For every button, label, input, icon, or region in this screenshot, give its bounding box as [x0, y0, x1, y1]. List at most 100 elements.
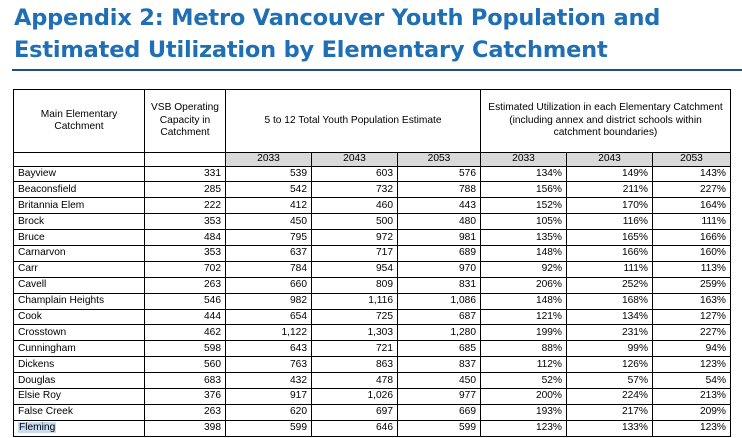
util-2043-cell: 99%	[566, 340, 653, 358]
util-2053-cell: 143%	[652, 165, 731, 183]
util-2033-cell: 123%	[480, 419, 567, 437]
pop-2033-cell: 1,122	[225, 324, 312, 342]
pop-2043-cell: 603	[311, 165, 398, 183]
util-2043-cell: 165%	[566, 229, 653, 246]
year-header-row: 2033 2043 2053 2033 2043 2053	[13, 152, 731, 167]
pop-2053-cell: 443	[397, 197, 481, 215]
table-header-row: Main Elementary Catchment VSB Operating …	[13, 89, 731, 153]
pop-2033-cell: 795	[225, 229, 312, 246]
util-2043-cell: 170%	[566, 197, 653, 215]
pop-2053-cell: 831	[397, 276, 481, 294]
util-2053-cell: 160%	[652, 244, 731, 262]
title-divider	[12, 69, 742, 71]
table-row: Carnarvon 353 637 717 689 148% 166% 160%	[13, 244, 731, 262]
utilization-table: Main Elementary Catchment VSB Operating …	[13, 89, 731, 437]
table-row: Elsie Roy 376 917 1,026 977 200% 224% 213%	[13, 387, 731, 405]
pop-2053-cell: 480	[397, 213, 481, 231]
pop-2033-cell: 763	[225, 356, 312, 374]
pop-2053-cell: 669	[397, 403, 481, 421]
table-row: Douglas 683 432 478 450 52% 57% 54%	[13, 372, 731, 389]
pop-2033-cell: 784	[225, 260, 312, 278]
util-2033-cell: 148%	[480, 244, 567, 262]
util-2053-cell: 227%	[652, 181, 731, 199]
pop-2043-cell: 863	[311, 356, 398, 374]
util-2053-cell: 163%	[652, 292, 731, 310]
capacity-cell: 560	[144, 356, 226, 374]
capacity-cell: 702	[144, 260, 226, 278]
util-2043-cell: 57%	[566, 372, 653, 389]
util-2033-cell: 92%	[480, 260, 567, 278]
year-header: 2053	[652, 152, 731, 167]
pop-2053-cell: 1,086	[397, 292, 481, 310]
pop-2033-cell: 917	[225, 387, 312, 405]
util-2053-cell: 227%	[652, 324, 731, 342]
capacity-cell: 263	[144, 403, 226, 421]
pop-2043-cell: 460	[311, 197, 398, 215]
pop-2033-cell: 432	[225, 372, 312, 389]
table-row: Dickens 560 763 863 837 112% 126% 123%	[13, 356, 731, 374]
header-population: 5 to 12 Total Youth Population Estimate	[225, 89, 481, 153]
pop-2053-cell: 687	[397, 308, 481, 326]
util-2043-cell: 116%	[566, 213, 653, 231]
pop-2053-cell: 977	[397, 387, 481, 405]
util-2033-cell: 105%	[480, 213, 567, 231]
util-2053-cell: 213%	[652, 387, 731, 405]
util-2043-cell: 224%	[566, 387, 653, 405]
table-row: Beaconsfield 285 542 732 788 156% 211% 227%	[13, 181, 731, 199]
pop-2053-cell: 1,280	[397, 324, 481, 342]
table-row: Champlain Heights 546 982 1,116 1,086 148% 168…	[13, 292, 731, 310]
util-2043-cell: 252%	[566, 276, 653, 294]
catchment-name: Bayview	[13, 165, 145, 183]
util-2043-cell: 166%	[566, 244, 653, 262]
util-2033-cell: 52%	[480, 372, 567, 389]
table-row: Crosstown 462 1,122 1,303 1,280 199% 231% 227%	[13, 324, 731, 342]
util-2053-cell: 209%	[652, 403, 731, 421]
util-2033-cell: 135%	[480, 229, 567, 246]
catchment-name: Champlain Heights	[13, 292, 145, 310]
catchment-name: Beaconsfield	[13, 181, 145, 199]
year-header: 2043	[311, 152, 398, 167]
table-row: Cunningham 598 643 721 685 88% 99% 94%	[13, 340, 731, 358]
capacity-cell: 285	[144, 181, 226, 199]
catchment-name: Cook	[13, 308, 145, 326]
catchment-name: False Creek	[13, 403, 145, 421]
table-row: Cook 444 654 725 687 121% 134% 127%	[13, 308, 731, 326]
util-2053-cell: 123%	[652, 419, 731, 437]
capacity-cell: 376	[144, 387, 226, 405]
pop-2033-cell: 637	[225, 244, 312, 262]
util-2053-cell: 164%	[652, 197, 731, 215]
capacity-cell: 353	[144, 244, 226, 262]
pop-2043-cell: 732	[311, 181, 398, 199]
pop-2033-cell: 539	[225, 165, 312, 183]
pop-2053-cell: 576	[397, 165, 481, 183]
pop-2043-cell: 646	[311, 419, 398, 437]
util-2043-cell: 126%	[566, 356, 653, 374]
table-row: Britannia Elem 222 412 460 443 152% 170% 164%	[13, 197, 731, 215]
util-2033-cell: 88%	[480, 340, 567, 358]
util-2033-cell: 206%	[480, 276, 567, 294]
table-row: Cavell 263 660 809 831 206% 252% 259%	[13, 276, 731, 294]
pop-2033-cell: 599	[225, 419, 312, 437]
util-2033-cell: 121%	[480, 308, 567, 326]
catchment-name: Brock	[13, 213, 145, 231]
pop-2033-cell: 620	[225, 403, 312, 421]
pop-2033-cell: 660	[225, 276, 312, 294]
capacity-cell: 683	[144, 372, 226, 389]
catchment-name: Elsie Roy	[13, 387, 145, 405]
capacity-cell: 222	[144, 197, 226, 215]
pop-2053-cell: 685	[397, 340, 481, 358]
pop-2053-cell: 970	[397, 260, 481, 278]
catchment-name: Crosstown	[13, 324, 145, 342]
catchment-name: Douglas	[13, 372, 145, 389]
util-2043-cell: 111%	[566, 260, 653, 278]
catchment-name: Britannia Elem	[13, 197, 145, 215]
table-row: Carr 702 784 954 970 92% 111% 113%	[13, 260, 731, 278]
catchment-name: Cunningham	[13, 340, 145, 358]
util-2053-cell: 111%	[652, 213, 731, 231]
util-2033-cell: 156%	[480, 181, 567, 199]
pop-2043-cell: 1,303	[311, 324, 398, 342]
catchment-name: Fleming	[13, 419, 145, 437]
capacity-cell: 353	[144, 213, 226, 231]
util-2043-cell: 217%	[566, 403, 653, 421]
util-2043-cell: 149%	[566, 165, 653, 183]
